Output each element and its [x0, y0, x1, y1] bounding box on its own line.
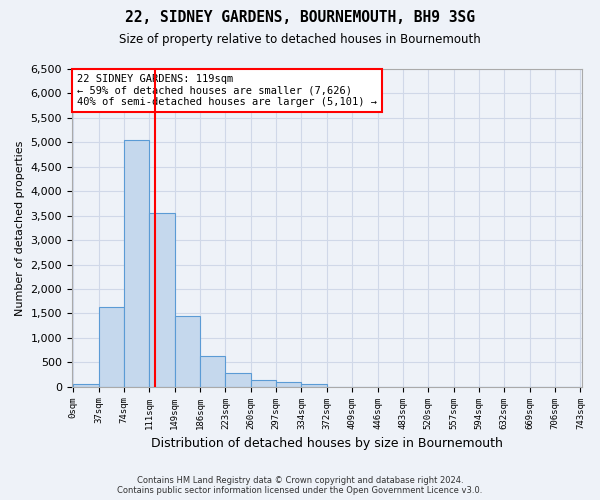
Bar	[251, 380, 276, 386]
Bar	[149, 213, 175, 386]
Bar	[73, 384, 98, 386]
X-axis label: Distribution of detached houses by size in Bournemouth: Distribution of detached houses by size …	[151, 437, 503, 450]
Text: 22 SIDNEY GARDENS: 119sqm
← 59% of detached houses are smaller (7,626)
40% of se: 22 SIDNEY GARDENS: 119sqm ← 59% of detac…	[77, 74, 377, 107]
Bar	[276, 382, 301, 386]
Bar	[98, 307, 124, 386]
Bar	[301, 384, 327, 386]
Text: Contains HM Land Registry data © Crown copyright and database right 2024.
Contai: Contains HM Land Registry data © Crown c…	[118, 476, 482, 495]
Text: Size of property relative to detached houses in Bournemouth: Size of property relative to detached ho…	[119, 32, 481, 46]
Bar	[124, 140, 149, 386]
Y-axis label: Number of detached properties: Number of detached properties	[15, 140, 25, 316]
Text: 22, SIDNEY GARDENS, BOURNEMOUTH, BH9 3SG: 22, SIDNEY GARDENS, BOURNEMOUTH, BH9 3SG	[125, 10, 475, 25]
Bar	[200, 356, 226, 386]
Bar	[175, 316, 200, 386]
Bar	[226, 373, 251, 386]
